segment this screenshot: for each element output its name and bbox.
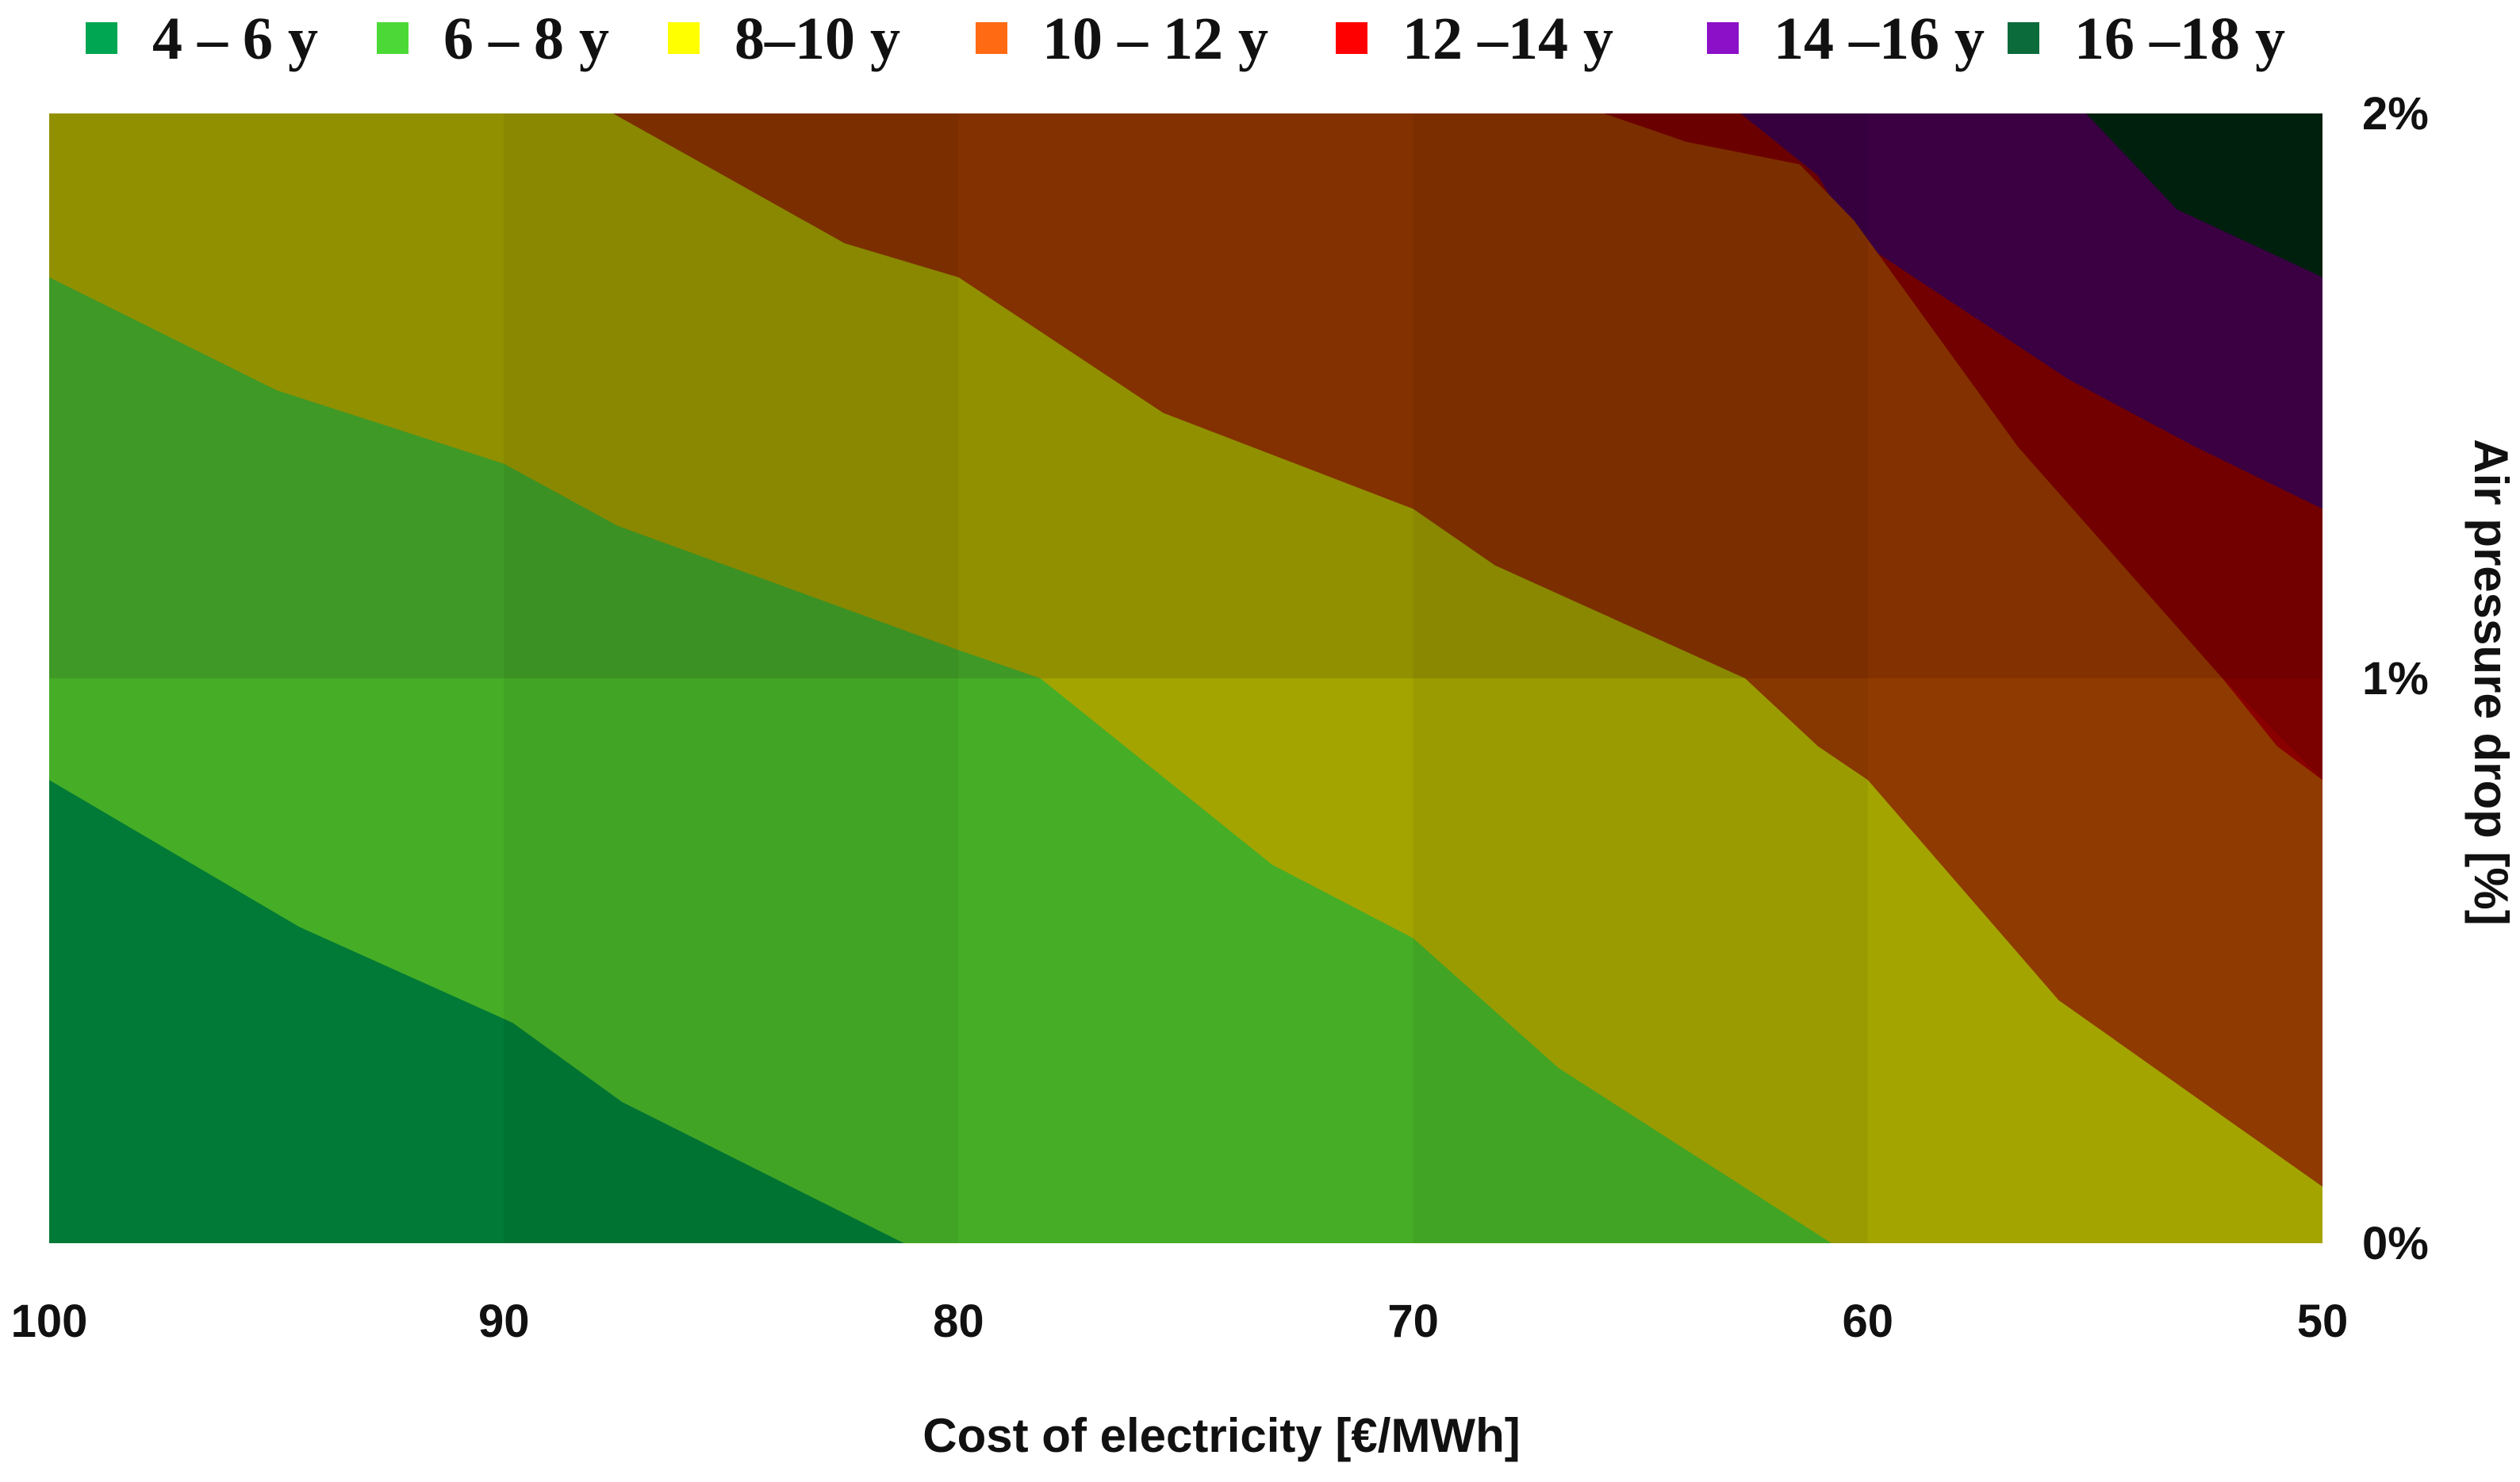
- legend-label: 10 – 12 y: [1042, 6, 1268, 72]
- y-axis-title: Air pressure drop [%]: [2464, 439, 2518, 925]
- band-payback-4-6: [49, 780, 904, 1243]
- legend-item: 12 –14 y: [1336, 6, 1613, 72]
- legend: 4 – 6 y 6 – 8 y 8–10 y 10 – 12 y 12 –14 y 14 …: [86, 6, 2285, 72]
- y-tick-label: 1%: [2362, 653, 2429, 705]
- legend-label: 4 – 6 y: [152, 6, 318, 72]
- legend-label: 16 –18 y: [2074, 6, 2285, 72]
- x-axis-ticks: 100 90 80 70 60 50: [11, 1296, 2349, 1347]
- y-tick-label: 0%: [2362, 1218, 2429, 1269]
- shade-column-1: [1413, 113, 1868, 1243]
- legend-swatch: [377, 22, 408, 54]
- legend-label: 8–10 y: [735, 6, 900, 72]
- legend-item: 10 – 12 y: [976, 6, 1268, 72]
- x-tick-label: 80: [933, 1296, 984, 1347]
- legend-label: 6 – 8 y: [443, 6, 609, 72]
- legend-swatch: [668, 22, 700, 54]
- legend-swatch: [1336, 22, 1367, 54]
- legend-swatch: [2008, 22, 2039, 54]
- legend-swatch: [976, 22, 1007, 54]
- x-tick-label: 90: [478, 1296, 530, 1347]
- legend-swatch: [86, 22, 117, 54]
- legend-label: 14 –16 y: [1774, 6, 1985, 72]
- x-tick-label: 60: [1843, 1296, 1894, 1347]
- legend-label: 12 –14 y: [1402, 6, 1613, 72]
- payback-4-6-lower-region: [49, 780, 904, 1243]
- y-tick-label: 2%: [2362, 88, 2429, 140]
- shade-upper-half: [49, 113, 2322, 678]
- x-tick-label: 70: [1387, 1296, 1439, 1347]
- legend-item: 8–10 y: [668, 6, 900, 72]
- legend-item: 6 – 8 y: [377, 6, 609, 72]
- payback-6-8-upper-region: [49, 277, 1041, 678]
- legend-item: 16 –18 y: [2008, 6, 2285, 72]
- plot-area: [49, 113, 2322, 1243]
- shade-column-0: [504, 113, 959, 1243]
- x-tick-label: 100: [11, 1296, 88, 1347]
- legend-item: 14 –16 y: [1707, 6, 1985, 72]
- x-tick-label: 50: [2297, 1296, 2349, 1347]
- legend-item: 4 – 6 y: [86, 6, 318, 72]
- y-axis-ticks: 0% 1% 2%: [2362, 88, 2429, 1269]
- legend-swatch: [1707, 22, 1739, 54]
- x-axis-title: Cost of electricity [€/MWh]: [922, 1409, 1520, 1462]
